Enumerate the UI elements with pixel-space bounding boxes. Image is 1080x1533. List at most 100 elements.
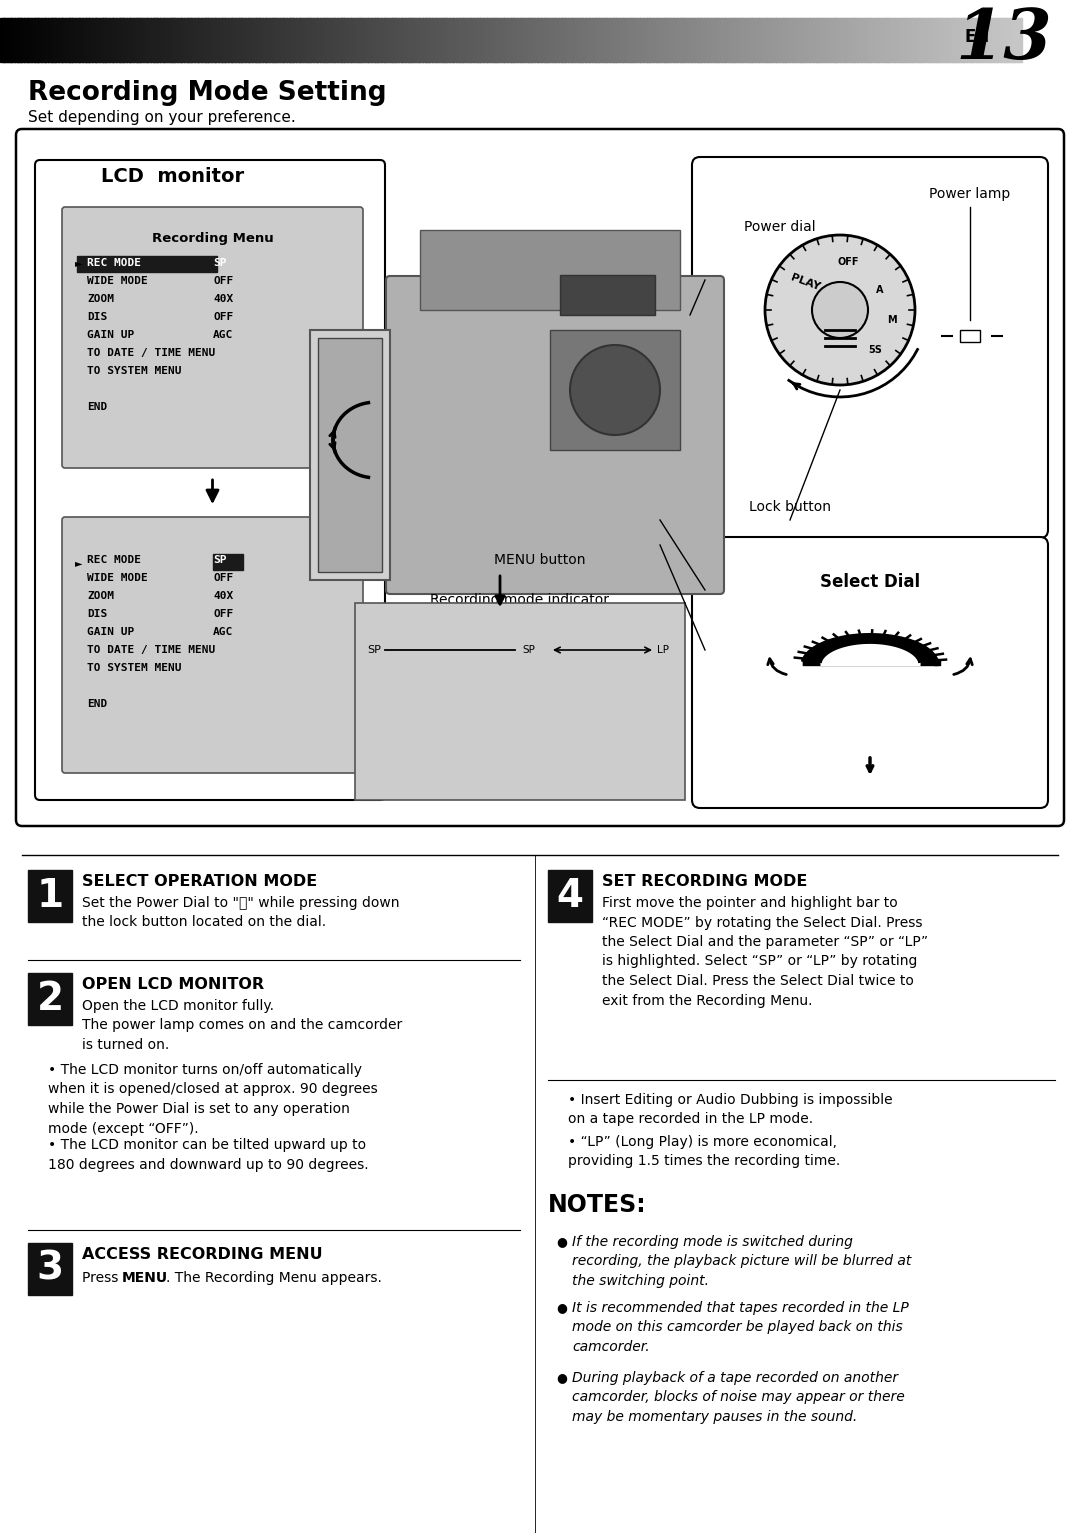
Bar (486, 18, 491, 61)
Bar (361, 18, 365, 61)
Bar (939, 18, 943, 61)
Bar (616, 18, 620, 61)
Bar (752, 18, 756, 61)
Text: • The LCD monitor turns on/off automatically
when it is opened/closed at approx.: • The LCD monitor turns on/off automatic… (48, 1062, 378, 1136)
Bar (788, 18, 794, 61)
Bar (755, 18, 759, 61)
Bar (30, 18, 36, 61)
Text: Lock button: Lock button (750, 500, 831, 514)
Text: WIDE MODE: WIDE MODE (87, 573, 148, 583)
Bar (184, 18, 189, 61)
Text: TO SYSTEM MENU: TO SYSTEM MENU (87, 366, 181, 376)
Bar (193, 18, 199, 61)
Bar (993, 18, 998, 61)
Bar (779, 18, 783, 61)
FancyBboxPatch shape (386, 276, 724, 593)
Bar (116, 18, 121, 61)
Text: AGC: AGC (213, 330, 233, 340)
Bar (248, 18, 253, 61)
Bar (201, 18, 205, 61)
Text: OFF: OFF (213, 313, 233, 322)
Text: ►: ► (75, 558, 82, 569)
Bar (238, 18, 243, 61)
Bar (847, 18, 851, 61)
Bar (350, 18, 355, 61)
Text: Recording Mode Setting: Recording Mode Setting (28, 80, 387, 106)
Bar (633, 18, 637, 61)
Bar (880, 18, 886, 61)
Text: OFF: OFF (837, 258, 859, 267)
Bar (870, 18, 875, 61)
Bar (609, 18, 613, 61)
Text: Select Dial: Select Dial (820, 573, 920, 592)
Text: TO DATE / TIME MENU: TO DATE / TIME MENU (87, 645, 215, 655)
Bar (625, 18, 631, 61)
Text: 2: 2 (37, 980, 64, 1018)
Bar (38, 18, 42, 61)
Bar (397, 18, 403, 61)
Bar (589, 18, 593, 61)
Text: 40X: 40X (213, 592, 233, 601)
Bar (340, 18, 345, 61)
Bar (595, 18, 599, 61)
Bar (122, 18, 127, 61)
Text: OFF: OFF (213, 609, 233, 619)
Bar (180, 18, 185, 61)
Bar (976, 18, 981, 61)
Bar (234, 18, 240, 61)
Bar (772, 18, 777, 61)
Bar (85, 18, 90, 61)
Bar (663, 18, 667, 61)
Bar (918, 18, 923, 61)
Bar (489, 18, 495, 61)
Bar (177, 18, 181, 61)
Bar (217, 18, 222, 61)
Bar (652, 18, 658, 61)
Text: Recording mode indicator: Recording mode indicator (431, 593, 609, 607)
Bar (816, 18, 821, 61)
Text: ACCESS RECORDING MENU: ACCESS RECORDING MENU (82, 1246, 323, 1262)
Bar (318, 337, 382, 572)
Bar (242, 18, 246, 61)
Bar (78, 18, 83, 61)
Bar (741, 18, 746, 61)
Bar (551, 18, 556, 61)
Bar (584, 18, 590, 61)
Text: GAIN UP: GAIN UP (87, 627, 134, 638)
Bar (426, 18, 430, 61)
Text: PLAY: PLAY (788, 271, 821, 291)
Bar (670, 18, 675, 61)
Bar (198, 18, 202, 61)
Text: ●: ● (556, 1371, 567, 1384)
Bar (802, 18, 807, 61)
Text: GAIN UP: GAIN UP (87, 330, 134, 340)
Bar (687, 18, 691, 61)
Text: LP: LP (657, 645, 669, 655)
Bar (221, 18, 226, 61)
Bar (28, 871, 72, 921)
Bar (153, 18, 158, 61)
Bar (370, 18, 376, 61)
Bar (568, 18, 572, 61)
Bar (374, 18, 379, 61)
Bar (707, 18, 712, 61)
Bar (928, 18, 933, 61)
Bar (310, 330, 390, 579)
Bar (843, 18, 848, 61)
Bar (820, 18, 824, 61)
Bar (972, 18, 977, 61)
Bar (337, 18, 341, 61)
Bar (367, 18, 373, 61)
Bar (293, 18, 297, 61)
Text: Set the Power Dial to "Ⓜ" while pressing down
the lock button located on the dia: Set the Power Dial to "Ⓜ" while pressing… (82, 895, 400, 929)
Bar (130, 18, 134, 61)
Bar (768, 18, 773, 61)
Bar (605, 18, 610, 61)
Bar (480, 18, 484, 61)
Bar (673, 18, 678, 61)
Bar (717, 18, 723, 61)
Bar (353, 18, 359, 61)
Bar (453, 18, 457, 61)
Bar (510, 18, 515, 61)
Bar (465, 18, 471, 61)
